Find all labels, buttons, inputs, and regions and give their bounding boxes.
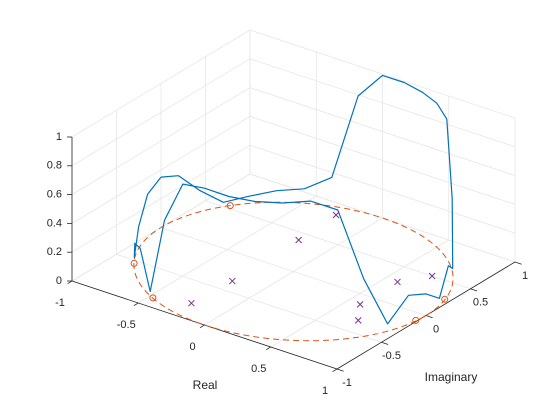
- x-tick-label: 1: [322, 385, 328, 397]
- x-tick: [332, 368, 338, 373]
- grid-line: [249, 144, 516, 234]
- x-tick-label: -1: [55, 297, 65, 309]
- plot-area: [130, 74, 454, 342]
- x-tick: [266, 346, 271, 351]
- y-tick-label: -0.5: [382, 350, 401, 362]
- grid-line: [71, 58, 251, 167]
- grid-line: [249, 58, 516, 148]
- pole-marker: [354, 317, 362, 324]
- y-tick-label: 0.5: [473, 297, 488, 309]
- grid-line: [71, 144, 251, 253]
- y-axis-label: Imaginary: [425, 370, 478, 384]
- zero-marker: [149, 294, 157, 302]
- zero-marker: [130, 259, 138, 267]
- grid-line: [71, 87, 251, 195]
- grid-line: [249, 87, 516, 176]
- z-tick-label: 0.6: [47, 189, 62, 201]
- y-tick: [514, 261, 522, 265]
- x-tick-label: 0.5: [251, 363, 266, 375]
- y-tick: [336, 368, 344, 372]
- x-tick-label: 0: [189, 341, 195, 353]
- y-tick: [381, 341, 389, 345]
- pole-marker: [295, 236, 302, 244]
- x-tick: [133, 302, 139, 307]
- y-tick: [425, 315, 433, 319]
- y-tick-label: -1: [342, 377, 352, 389]
- zero-marker: [412, 316, 420, 324]
- zero-marker: [226, 202, 234, 210]
- grid-line: [205, 200, 471, 290]
- grid-line: [116, 253, 382, 343]
- y-tick-label: 0: [433, 323, 439, 335]
- zero-marker: [441, 295, 449, 303]
- x-tick-label: -0.5: [117, 319, 136, 331]
- pole-marker: [428, 272, 436, 280]
- pole-marker: [356, 301, 364, 308]
- pole-marker: [394, 278, 401, 286]
- grid-line: [249, 116, 516, 205]
- grid-line: [160, 227, 427, 316]
- z-tick-label: 0.8: [47, 160, 62, 172]
- x-axis-label: Real: [193, 378, 218, 392]
- response-line: [133, 74, 454, 325]
- z-tick-label: 0.2: [47, 246, 62, 258]
- pole-marker: [228, 277, 236, 285]
- grid-line: [249, 173, 516, 263]
- pole-marker: [188, 299, 195, 307]
- y-tick-label: 1: [522, 270, 528, 282]
- x-tick: [199, 324, 205, 329]
- unit-circle: [133, 201, 454, 342]
- y-tick: [470, 288, 478, 292]
- grid-line: [71, 116, 251, 224]
- pole-marker: [332, 211, 340, 219]
- x-tick: [67, 280, 73, 285]
- grid-line: [249, 29, 516, 119]
- z-tick-label: 0: [56, 275, 62, 287]
- grid-line: [71, 29, 251, 138]
- z-tick-label: 0.4: [47, 217, 62, 229]
- z-tick-label: 1: [56, 131, 62, 143]
